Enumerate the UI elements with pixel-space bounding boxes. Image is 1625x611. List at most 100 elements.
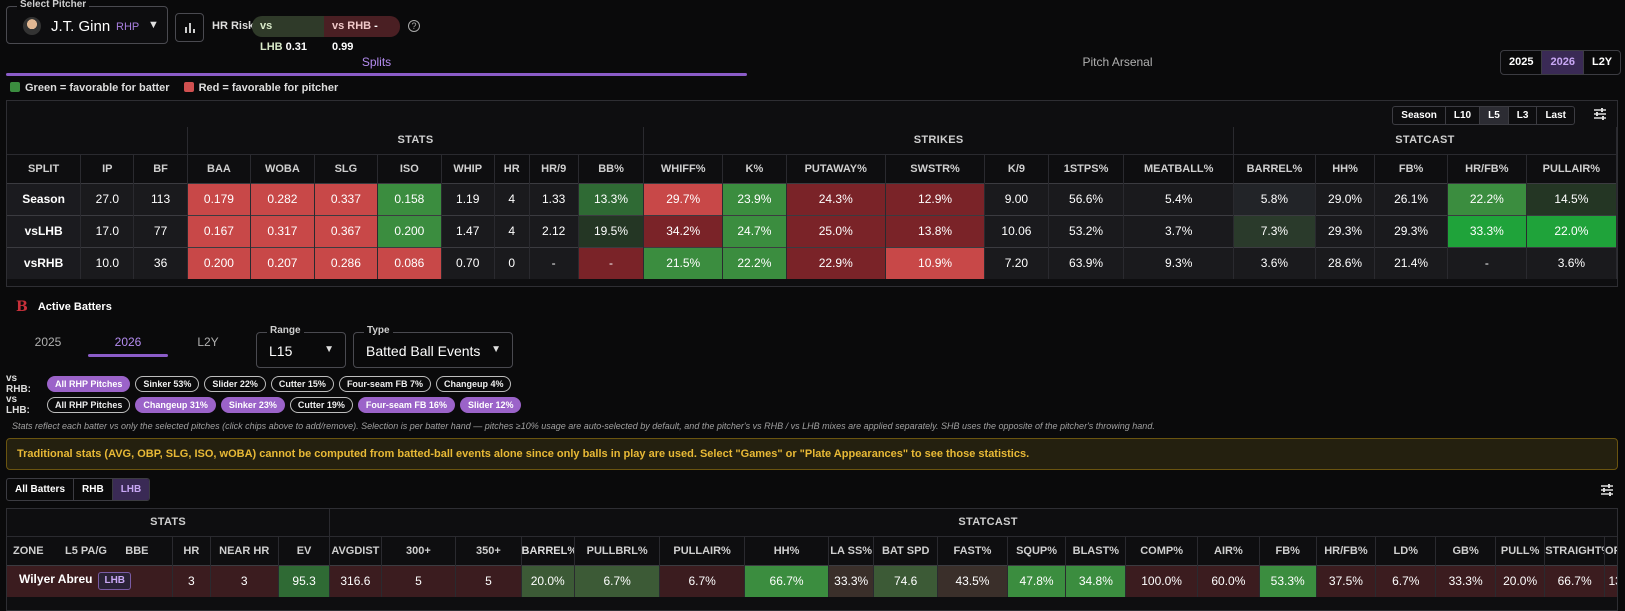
col-slg[interactable]: SLG [314, 153, 379, 183]
chip-lhb-fourseam[interactable]: Four-seam FB 16% [357, 397, 455, 413]
col-pull[interactable]: PULL% [1495, 535, 1546, 565]
col-hh[interactable]: HH% [1315, 153, 1376, 183]
batter-tab-l2y[interactable]: L2Y [197, 335, 219, 349]
batter-tab-2026[interactable]: 2026 [88, 335, 168, 357]
table-cell: 7.3% [1233, 214, 1316, 247]
table-cell: 20.0% [1495, 564, 1546, 597]
table-cell: - [529, 246, 579, 279]
col-whip[interactable]: WHIP [441, 153, 495, 183]
col-avgdist[interactable]: AVGDIST [329, 535, 382, 565]
col-straight[interactable]: STRAIGHT% [1544, 535, 1606, 565]
col-hh[interactable]: HH% [744, 535, 830, 565]
col-ld[interactable]: LD% [1375, 535, 1437, 565]
col-barrel-sorted[interactable]: BARREL% ↓ [521, 535, 575, 565]
table-row[interactable]: Wilyer Abreu LHB 3 3 95.3 316.6 5 5 20.0%… [7, 564, 1617, 597]
type-select[interactable]: Type Batted Ball Events ▼ [353, 325, 513, 368]
table-cell: 10.9% [885, 246, 986, 279]
col-split[interactable]: SPLIT [7, 153, 82, 183]
col-hr9[interactable]: HR/9 [529, 153, 579, 183]
col-woba[interactable]: WOBA [250, 153, 315, 183]
period-l5-button[interactable]: L5 [1479, 107, 1508, 124]
col-barrel[interactable]: BARREL% [1233, 153, 1316, 183]
table-cell: 24.7% [722, 214, 787, 247]
col-ev[interactable]: EV [278, 535, 331, 565]
filter-all-batters[interactable]: All Batters [15, 484, 66, 495]
col-gb[interactable]: GB% [1435, 535, 1497, 565]
col-near-hr[interactable]: NEAR HR [210, 535, 279, 565]
col-pullair[interactable]: PULLAIR% [1526, 153, 1618, 183]
chip-lhb-sinker[interactable]: Sinker 23% [220, 397, 285, 413]
table-cell: 1.19 [441, 182, 495, 215]
table-cell: 20.0% [521, 564, 575, 597]
col-meatball[interactable]: MEATBALL% [1123, 153, 1234, 183]
col-bb[interactable]: BB% [578, 153, 645, 183]
table-cell: 33.3% [1435, 564, 1497, 597]
group-stats: STATS [187, 127, 645, 154]
col-blast[interactable]: BLAST% [1065, 535, 1127, 565]
period-season-button[interactable]: Season [1401, 110, 1437, 121]
col-batspd[interactable]: BAT SPD [873, 535, 939, 565]
col-comp[interactable]: COMP% [1125, 535, 1198, 565]
year-2025-button[interactable]: 2025 [1509, 56, 1534, 68]
period-l3-button[interactable]: L3 [1507, 107, 1537, 124]
col-k[interactable]: K% [722, 153, 787, 183]
col-lass[interactable]: LA SS% [828, 535, 875, 565]
year-2026-button[interactable]: 2026 [1541, 51, 1583, 74]
chip-lhb-slider[interactable]: Slider 12% [459, 397, 522, 413]
chip-lhb-cutter[interactable]: Cutter 19% [289, 397, 353, 413]
col-whiff[interactable]: WHIFF% [643, 153, 724, 183]
col-hr[interactable]: HR [494, 153, 530, 183]
col-k9[interactable]: K/9 [984, 153, 1049, 183]
chip-rhb-all[interactable]: All RHP Pitches [47, 376, 131, 392]
table-cell: 25.0% [786, 214, 886, 247]
vs-lhb-label: vs LHB: [6, 394, 30, 416]
chip-rhb-slider[interactable]: Slider 22% [204, 376, 266, 392]
col-zone[interactable]: ZONE L5 PA/G BBE [7, 535, 174, 565]
chart-button[interactable] [175, 13, 204, 42]
col-iso[interactable]: ISO [377, 153, 442, 183]
batter-name-cell[interactable]: Wilyer Abreu LHB [7, 564, 174, 597]
col-1stps[interactable]: 1STPS% [1048, 153, 1125, 183]
col-oppo[interactable]: OPPO% [1604, 535, 1617, 565]
filter-rhb[interactable]: RHB [73, 479, 112, 500]
pitcher-hand: RHP [116, 21, 140, 33]
hr-risk-lhb-label: vs LHB [260, 20, 283, 53]
col-air[interactable]: AIR% [1197, 535, 1260, 565]
col-bf[interactable]: BF [133, 153, 188, 183]
help-icon[interactable]: ? [408, 20, 420, 32]
col-ip[interactable]: IP [80, 153, 135, 183]
filter-lhb[interactable]: LHB [111, 479, 150, 500]
column-settings-icon[interactable] [1593, 107, 1607, 121]
chip-rhb-sinker[interactable]: Sinker 53% [135, 376, 200, 392]
chip-lhb-all[interactable]: All RHP Pitches [47, 397, 131, 413]
col-350[interactable]: 350+ [455, 535, 522, 565]
col-pullair[interactable]: PULLAIR% [659, 535, 745, 565]
col-fb[interactable]: FB% [1259, 535, 1317, 565]
col-fb[interactable]: FB% [1374, 153, 1448, 183]
col-putaway[interactable]: PUTAWAY% [786, 153, 886, 183]
period-l10-button[interactable]: L10 [1444, 107, 1479, 124]
batter-tab-2025[interactable]: 2025 [34, 335, 62, 349]
col-swstr[interactable]: SWSTR% [885, 153, 986, 183]
col-baa[interactable]: BAA [187, 153, 252, 183]
period-last-button[interactable]: Last [1536, 107, 1574, 124]
chip-rhb-cutter[interactable]: Cutter 15% [270, 376, 334, 392]
tab-pitch-arsenal[interactable]: Pitch Arsenal [1082, 55, 1153, 69]
chip-rhb-changeup[interactable]: Changeup 4% [435, 376, 512, 392]
table-cell: 22.2% [722, 246, 787, 279]
table-cell: 5 [381, 564, 457, 597]
col-hrfb[interactable]: HR/FB% [1316, 535, 1377, 565]
col-squp[interactable]: SQUP% [1007, 535, 1067, 565]
column-settings-icon[interactable] [1600, 483, 1614, 497]
col-hrfb[interactable]: HR/FB% [1447, 153, 1527, 183]
col-fast[interactable]: FAST% [937, 535, 1008, 565]
col-pullbrl[interactable]: PULLBRL% [574, 535, 661, 565]
range-select[interactable]: Range L15 ▼ [256, 325, 346, 368]
chip-rhb-fourseam[interactable]: Four-seam FB 7% [338, 376, 431, 392]
col-hr[interactable]: HR [172, 535, 211, 565]
tab-splits[interactable]: Splits [6, 52, 747, 78]
pitcher-select[interactable]: Select Pitcher J.T. Ginn RHP ▼ [6, 0, 168, 44]
chip-lhb-changeup[interactable]: Changeup 31% [135, 397, 216, 413]
year-l2y-button[interactable]: L2Y [1582, 51, 1620, 74]
col-300[interactable]: 300+ [381, 535, 457, 565]
